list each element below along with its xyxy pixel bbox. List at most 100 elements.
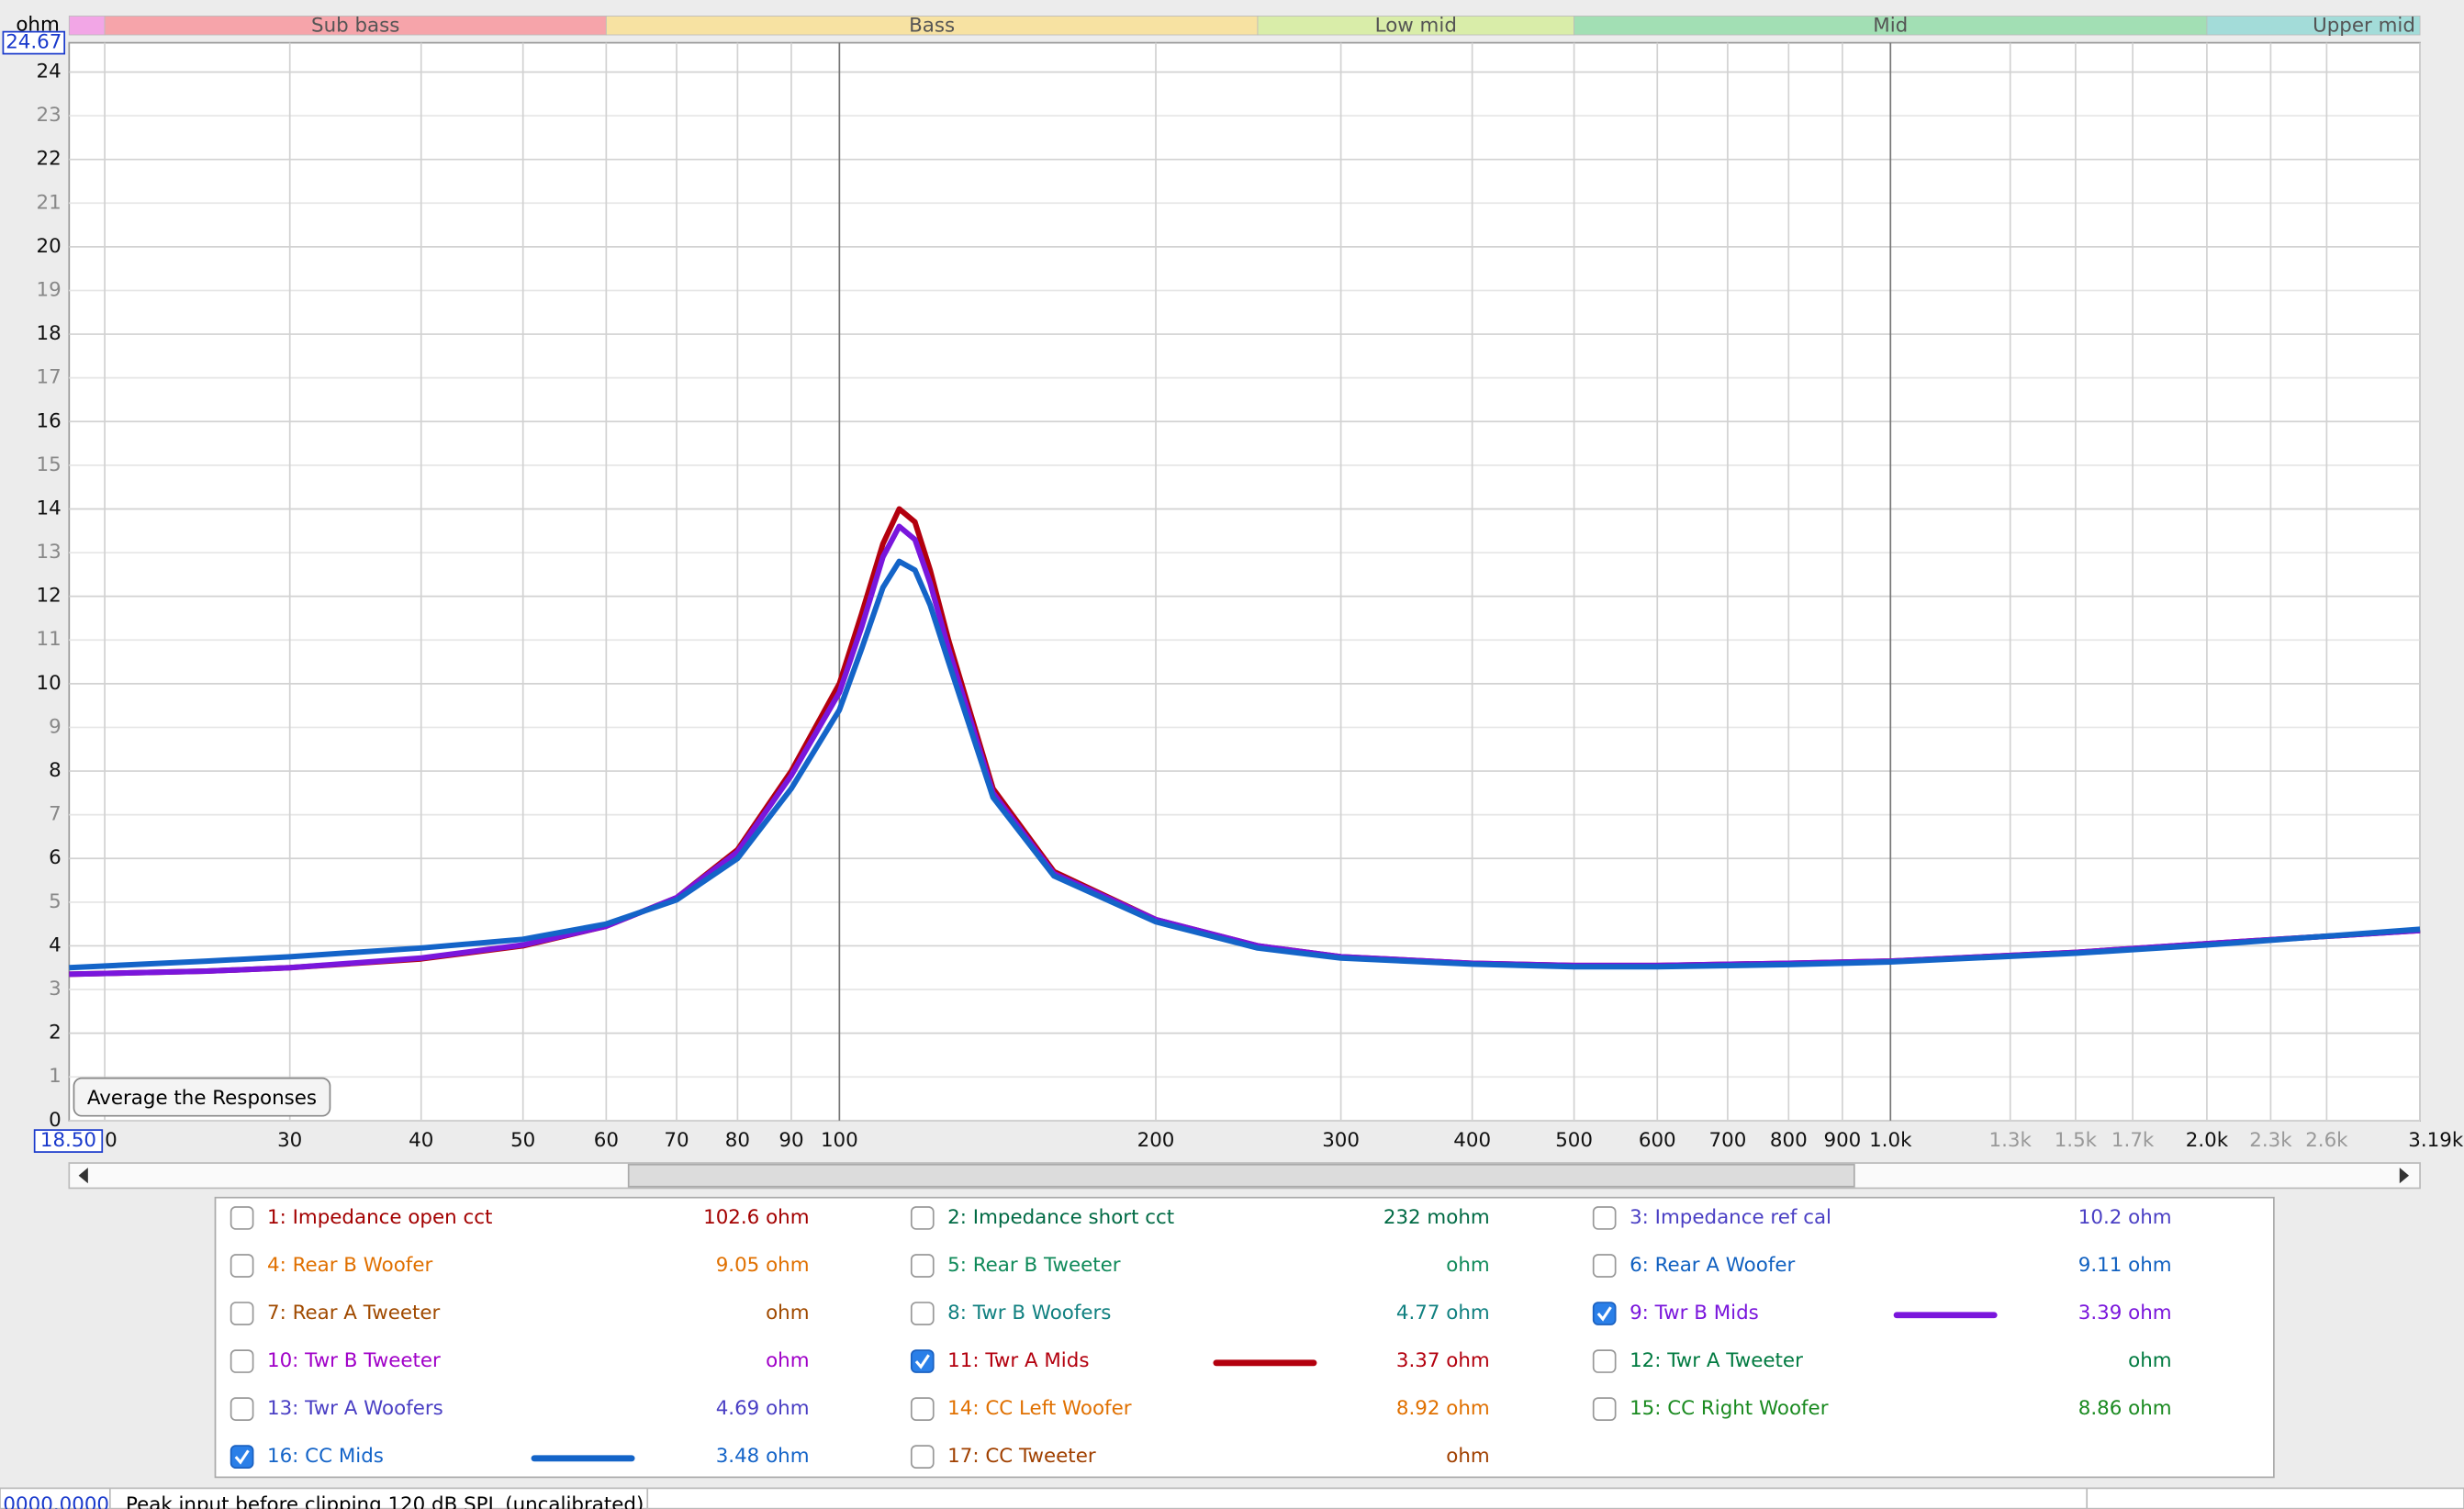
checkbox[interactable] [230,1206,254,1230]
legend-label[interactable]: 14: CC Left Woofer [947,1397,1132,1420]
legend-item[interactable]: 11: Twr A Mids 3.37 ohm [910,1349,1490,1373]
legend-item[interactable]: 14: CC Left Woofer 8.92 ohm [910,1397,1490,1421]
legend-reading: 8.92 ohm [1396,1397,1490,1420]
curves [69,506,2421,978]
y-tick-label: 14 [37,497,62,520]
y-tick-label: 3 [49,978,62,1000]
y-tick-label: 15 [37,453,62,476]
legend-item[interactable]: 7: Rear A Tweeter ohm [230,1302,810,1325]
legend-reading: ohm [1446,1254,1489,1277]
legend-label[interactable]: 3: Impedance ref cal [1630,1206,1831,1229]
checkbox[interactable] [1592,1302,1617,1325]
average-button[interactable]: Average the Responses [73,1077,331,1117]
x-min-label: 18.50 [40,1129,96,1152]
legend-item[interactable]: 4: Rear B Woofer 9.05 ohm [230,1254,810,1278]
y-tick-label: 12 [37,585,62,608]
legend-label[interactable]: 16: CC Mids [267,1445,384,1468]
checkbox[interactable] [910,1349,935,1373]
legend-label[interactable]: 9: Twr B Mids [1630,1302,1759,1325]
button-frame[interactable] [73,1077,331,1117]
status-message: Peak input before clipping 120 dB SPL (u… [126,1493,644,1509]
legend-item[interactable]: 10: Twr B Tweeter ohm [230,1349,810,1373]
x-tick-label: 100 [821,1129,858,1152]
legend-reading: ohm [2128,1349,2171,1372]
legend-label[interactable]: 11: Twr A Mids [947,1349,1089,1372]
legend-label[interactable]: 12: Twr A Tweeter [1630,1349,1803,1372]
checkbox[interactable] [910,1302,935,1325]
checkbox[interactable] [230,1349,254,1373]
legend-item[interactable]: 2: Impedance short cct 232 mohm [910,1206,1490,1230]
legend-reading: 10.2 ohm [2078,1206,2172,1229]
checkbox[interactable] [910,1397,935,1421]
legend-label[interactable]: 5: Rear B Tweeter [947,1254,1121,1277]
x-tick-label: 30 [277,1129,302,1152]
legend-item[interactable]: 17: CC Tweeter ohm [910,1445,1490,1469]
legend-reading: 102.6 ohm [703,1206,809,1229]
x-tick-label: 1.3k [1989,1129,2033,1152]
legend-item[interactable]: 1: Impedance open cct 102.6 ohm [230,1206,810,1230]
checkbox[interactable] [230,1445,254,1469]
legend-label[interactable]: 6: Rear A Woofer [1630,1254,1795,1277]
legend-item[interactable]: 8: Twr B Woofers 4.77 ohm [910,1302,1490,1325]
scroll-thumb[interactable] [627,1163,1855,1188]
y-tick-label: 21 [37,191,62,214]
legend-item[interactable]: 9: Twr B Mids 3.39 ohm [1592,1302,2172,1325]
legend-label[interactable]: 4: Rear B Woofer [267,1254,432,1277]
legend-item[interactable]: 6: Rear A Woofer 9.11 ohm [1592,1254,2172,1278]
legend-reading: ohm [766,1349,809,1372]
x-tick-label: 900 [1823,1129,1861,1152]
y-tick-label: 19 [37,278,62,301]
checkbox[interactable] [230,1397,254,1421]
legend-label[interactable]: 10: Twr B Tweeter [267,1349,441,1372]
legend-label[interactable]: 13: Twr A Woofers [267,1397,443,1420]
scroll-right[interactable] [2399,1168,2410,1184]
legend-item[interactable]: 16: CC Mids 3.48 ohm [230,1445,810,1469]
checkbox[interactable] [1592,1206,1617,1230]
legend-item[interactable]: 13: Twr A Woofers 4.69 ohm [230,1397,810,1421]
check-mark[interactable] [234,1449,250,1465]
legend-label[interactable]: 7: Rear A Tweeter [267,1302,441,1325]
legend-panel [214,1196,2275,1479]
button-label[interactable]: Average the Responses [87,1087,317,1110]
checkbox[interactable] [1592,1254,1617,1278]
legend-label[interactable]: 17: CC Tweeter [947,1445,1096,1468]
scroll-left[interactable] [78,1168,88,1184]
legend-reading: 4.69 ohm [716,1397,810,1420]
checkbox[interactable] [910,1206,935,1230]
check-mark[interactable] [1596,1306,1612,1322]
y-tick-label: 17 [37,366,62,389]
impedance-curve [69,558,2421,971]
band-label: Low mid [1375,15,1457,38]
checkbox[interactable] [1592,1397,1617,1421]
x-tick-label: 500 [1555,1129,1593,1152]
legend-label[interactable]: 1: Impedance open cct [267,1206,492,1229]
legend-label[interactable]: 15: CC Right Woofer [1630,1397,1829,1420]
status-position: 0000.0000 [3,1493,109,1509]
checkbox[interactable] [1592,1349,1617,1373]
x-tick-label: 300 [1322,1129,1360,1152]
y-tick-label: 16 [37,409,62,432]
checkbox[interactable] [910,1254,935,1278]
legend-label[interactable]: 2: Impedance short cct [947,1206,1174,1229]
x-tick-label: 200 [1137,1129,1175,1152]
check-mark[interactable] [914,1354,930,1369]
checkbox[interactable] [230,1302,254,1325]
legend-reading: 3.39 ohm [2078,1302,2172,1325]
legend-item[interactable]: 3: Impedance ref cal 10.2 ohm [1592,1206,2172,1230]
x-tick-label: 50 [510,1129,535,1152]
scrollbar[interactable] [68,1162,2421,1190]
band [68,16,106,36]
legend-reading: ohm [1446,1445,1489,1468]
checkbox[interactable] [910,1445,935,1469]
legend-label[interactable]: 8: Twr B Woofers [947,1302,1111,1325]
x-min-box [33,1129,104,1153]
y-tick-label: 1 [49,1065,62,1088]
x-tick-label: 60 [594,1129,619,1152]
legend-item[interactable]: 15: CC Right Woofer 8.86 ohm [1592,1397,2172,1421]
x-tick-label: 70 [664,1129,689,1152]
legend-item[interactable]: 12: Twr A Tweeter ohm [1592,1349,2172,1373]
checkbox[interactable] [230,1254,254,1278]
y-tick-label: 23 [37,104,62,127]
legend-item[interactable]: 5: Rear B Tweeter ohm [910,1254,1490,1278]
